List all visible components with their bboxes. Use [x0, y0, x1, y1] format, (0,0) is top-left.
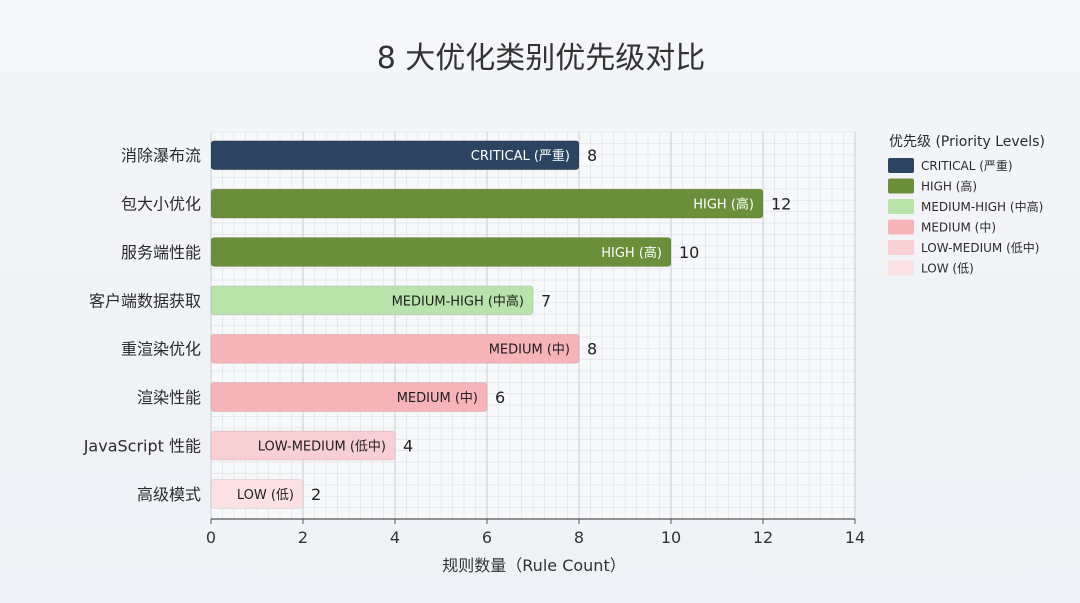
bar-value-label: 4	[403, 436, 413, 455]
legend: 优先级 (Priority Levels) CRITICAL (严重) HIGH …	[888, 134, 1045, 276]
y-category-label: 重渲染优化	[121, 340, 201, 359]
bar-inner-label: HIGH (高)	[601, 245, 662, 261]
x-tick-label: 10	[661, 528, 681, 547]
legend-entry-label: HIGH (高)	[921, 179, 977, 194]
legend-swatch	[888, 240, 914, 255]
bar-inner-label: LOW-MEDIUM (低中)	[258, 439, 386, 454]
y-category-label: JavaScript 性能	[83, 436, 201, 455]
bar	[210, 236, 672, 267]
bar-value-label: 10	[679, 243, 699, 262]
y-category-label: 服务端性能	[121, 243, 201, 262]
x-axis-title: 规则数量（Rule Count）	[442, 556, 625, 575]
x-tick-label: 8	[574, 528, 584, 547]
bar	[210, 140, 580, 171]
bar	[210, 382, 488, 413]
legend-swatch	[888, 260, 914, 276]
legend-entry-label: LOW-MEDIUM (低中)	[921, 240, 1039, 255]
x-tick-label: 2	[298, 528, 308, 547]
x-tick-label: 12	[753, 528, 773, 547]
x-tick-label: 14	[845, 528, 865, 547]
bar-value-label: 7	[541, 291, 551, 310]
bar-value-label: 8	[587, 340, 597, 359]
y-category-label: 消除瀑布流	[121, 146, 201, 165]
x-tick-label: 4	[390, 528, 400, 547]
bar-value-label: 12	[771, 195, 791, 214]
bar	[210, 285, 534, 316]
bar-inner-label: MEDIUM (中)	[489, 343, 570, 358]
bar-inner-label: HIGH (高)	[693, 197, 754, 213]
legend-entry-label: MEDIUM (中)	[921, 220, 996, 235]
bar-value-label: 6	[495, 388, 505, 407]
x-tick-label: 6	[482, 528, 492, 547]
bar-inner-label: MEDIUM-HIGH (中高)	[392, 293, 524, 309]
legend-entry-label: CRITICAL (严重)	[921, 159, 1013, 173]
bar-value-label: 2	[311, 485, 321, 504]
bar	[210, 188, 764, 219]
legend-swatch	[888, 158, 914, 173]
legend-swatch	[888, 199, 914, 214]
chart-title: 8 大优化类别优先级对比	[377, 41, 706, 76]
y-category-label: 高级模式	[137, 485, 201, 504]
legend-swatch	[888, 219, 914, 235]
bar-inner-label: MEDIUM (中)	[397, 391, 478, 406]
bar-value-label: 8	[587, 146, 597, 165]
bar-inner-label: LOW (低)	[237, 488, 294, 503]
bar-inner-label: CRITICAL (严重)	[471, 148, 570, 164]
y-category-label: 渲染性能	[137, 388, 201, 407]
legend-entry-label: MEDIUM-HIGH (中高)	[921, 199, 1043, 214]
y-category-label: 客户端数据获取	[89, 291, 201, 310]
legend-swatch	[888, 178, 914, 194]
x-tick-label: 0	[206, 528, 216, 547]
bar	[210, 333, 580, 364]
bar	[210, 478, 304, 509]
bar	[210, 430, 396, 461]
legend-entry-label: LOW (低)	[921, 262, 974, 276]
legend-title: 优先级 (Priority Levels)	[889, 134, 1045, 150]
y-category-label: 包大小优化	[121, 195, 201, 214]
